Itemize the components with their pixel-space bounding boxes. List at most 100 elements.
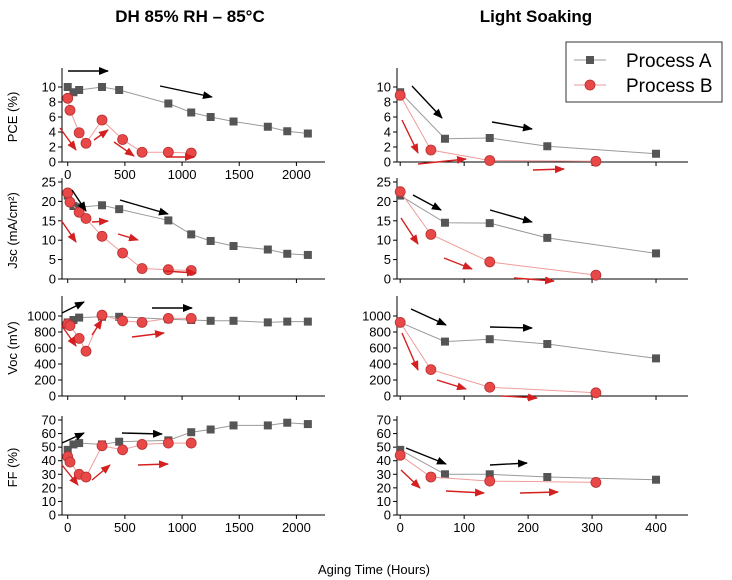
- x-tick-label: 0: [64, 167, 71, 182]
- y-tick-label: 15: [377, 213, 391, 228]
- trend-arrow-process-a: [489, 459, 528, 468]
- series-process-b: [394, 449, 602, 488]
- data-point: [484, 256, 496, 268]
- data-point: [484, 155, 496, 166]
- trend-arrow-process-b: [59, 127, 77, 151]
- data-point: [75, 86, 84, 94]
- y-tick-label: 800: [369, 325, 391, 340]
- y-tick-label: 10: [377, 233, 391, 248]
- series-process-a: [63, 83, 312, 138]
- trend-arrow-process-a: [71, 189, 87, 212]
- data-point: [187, 428, 196, 437]
- trend-arrow-process-b: [513, 276, 555, 285]
- data-point: [63, 445, 72, 454]
- data-point: [263, 421, 272, 430]
- data-point: [425, 144, 437, 156]
- trend-arrow-process-b: [436, 379, 467, 391]
- column-title-dh: DH 85% RH – 85°C: [115, 7, 264, 26]
- y-tick-label: 40: [377, 453, 391, 468]
- data-point: [543, 233, 552, 242]
- data-point: [117, 315, 129, 327]
- y-tick-label: 40: [42, 453, 56, 468]
- legend-marker-process-b: [584, 79, 596, 91]
- data-point: [543, 473, 552, 481]
- data-point: [303, 250, 312, 259]
- y-tick-label: 5: [49, 252, 56, 267]
- y-tick-label: 10: [377, 494, 391, 509]
- trend-arrow-process-b: [401, 332, 419, 371]
- data-point: [652, 149, 661, 158]
- x-tick-label: 200: [517, 520, 539, 535]
- trend-arrow-process-b: [519, 488, 559, 497]
- data-point: [263, 318, 272, 327]
- y-tick-label: 0: [49, 155, 56, 170]
- trend-arrow-process-b: [93, 129, 109, 141]
- legend: Process A Process B: [565, 41, 723, 103]
- y-tick-label: 70: [42, 413, 56, 428]
- data-point: [73, 332, 85, 344]
- data-point: [485, 470, 494, 479]
- data-point: [62, 92, 74, 104]
- y-tick-label: 30: [377, 467, 391, 482]
- trend-arrow-process-a: [411, 85, 443, 119]
- data-point: [283, 418, 292, 427]
- data-point: [652, 475, 661, 484]
- y-tick-label: 4: [49, 125, 56, 140]
- data-point: [543, 340, 552, 348]
- trend-arrow-process-a: [412, 194, 442, 211]
- series-line: [399, 195, 657, 254]
- data-point: [115, 86, 124, 94]
- series-process-b: [394, 186, 602, 281]
- legend-label-process-b: Process B: [626, 76, 713, 97]
- y-tick-label: 0: [49, 508, 56, 523]
- x-tick-label: 1500: [225, 167, 254, 182]
- data-point: [394, 186, 406, 198]
- data-point: [162, 437, 174, 449]
- data-point: [652, 249, 661, 258]
- data-point: [162, 146, 174, 158]
- column-title-light-soaking: Light Soaking: [480, 7, 592, 26]
- data-point: [63, 83, 72, 91]
- x-tick-label: 400: [645, 520, 667, 535]
- y-tick-label: 1000: [362, 309, 391, 324]
- data-point: [394, 449, 406, 461]
- y-tick-label: 600: [369, 341, 391, 356]
- trend-arrow-process-b: [501, 393, 538, 402]
- x-tick-label: 2000: [282, 167, 311, 182]
- data-point: [229, 117, 238, 126]
- data-point: [96, 230, 108, 242]
- data-point: [185, 265, 197, 276]
- data-point: [80, 137, 92, 149]
- series-line: [399, 322, 596, 394]
- data-point: [303, 420, 312, 429]
- y-tick-label: 4: [384, 125, 391, 140]
- data-point: [229, 316, 238, 325]
- data-point: [440, 337, 449, 346]
- series-line: [399, 191, 596, 276]
- panel-3-jsc-ma-cm: 0 5 10 15 20 25 Jsc (mA/cm²): [5, 175, 325, 287]
- series-process-b: [62, 309, 197, 357]
- x-tick-label: 2000: [282, 520, 311, 535]
- data-point: [283, 317, 292, 326]
- data-point: [283, 249, 292, 258]
- data-point: [187, 108, 196, 117]
- trend-arrow-process-a: [61, 301, 85, 314]
- data-point: [98, 83, 107, 91]
- series-process-b: [394, 316, 602, 399]
- data-point: [652, 354, 661, 363]
- series-process-b: [62, 92, 197, 159]
- y-tick-label: 10: [42, 233, 56, 248]
- data-point: [69, 316, 78, 324]
- data-point: [590, 477, 602, 488]
- legend-marker-process-a: [586, 56, 594, 64]
- trend-arrow-process-b: [137, 460, 169, 469]
- x-tick-label: 0: [397, 520, 404, 535]
- trend-arrow-process-b: [443, 257, 473, 270]
- trend-arrow-process-b: [417, 155, 467, 165]
- trend-arrow-process-a: [61, 432, 85, 444]
- data-point: [283, 127, 292, 136]
